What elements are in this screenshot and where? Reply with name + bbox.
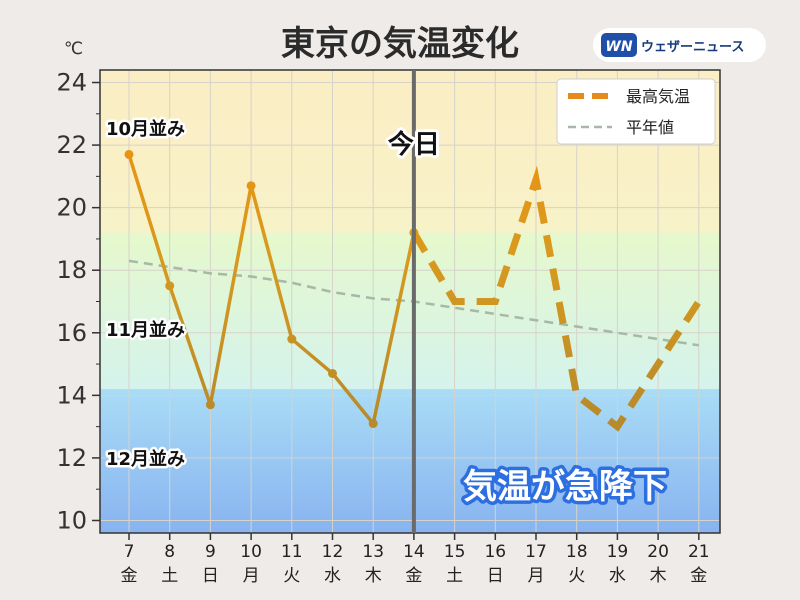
y-tick-label: 18 (56, 256, 87, 284)
y-tick-label: 10 (56, 506, 87, 534)
brand-mark-icon (601, 33, 637, 57)
band-label: 12月並み (106, 448, 185, 470)
y-tick-label: 22 (56, 131, 87, 159)
x-tick-label-day: 10 (240, 542, 262, 562)
x-tick-label-day: 21 (688, 542, 710, 562)
legend-max-label: 最高気温 (626, 87, 690, 106)
series-max-forecast-line (410, 165, 702, 432)
x-tick-label-day: 14 (403, 542, 425, 562)
y-tick-label: 24 (56, 69, 87, 97)
x-tick-label-weekday: 月 (243, 566, 260, 586)
data-point (124, 149, 134, 159)
x-tick-label-weekday: 月 (528, 566, 545, 586)
x-tick-label-weekday: 水 (324, 566, 341, 586)
series-max-observed-line (127, 153, 416, 426)
x-tick-label-weekday: 金 (690, 566, 707, 586)
brand-mark-text: WN (605, 39, 632, 55)
x-tick-label-weekday: 水 (609, 566, 626, 586)
x-tick-label-weekday: 日 (487, 566, 504, 586)
x-tick-label-weekday: 火 (568, 566, 585, 586)
x-tick-label-weekday: 木 (365, 566, 382, 586)
y-tick-label: 12 (56, 444, 87, 472)
x-tick-label-day: 15 (444, 542, 466, 562)
x-tick-label-day: 11 (281, 542, 303, 562)
x-tick-label-weekday: 土 (161, 566, 178, 586)
plot-area: 10 12 14 16 18 20 22 24 7 金 8 土 9 日 10 月 11 火 12 水 13 木 14 金 15 土… (56, 69, 721, 586)
legend-normal-label: 平年値 (626, 118, 674, 137)
x-tick-label-day: 20 (647, 542, 669, 562)
brand-logo: WN ウェザーニュース (593, 28, 766, 62)
x-tick-label-day: 18 (566, 542, 588, 562)
x-tick-label-day: 8 (164, 542, 175, 562)
x-tick-label-day: 9 (205, 542, 216, 562)
data-point (328, 368, 337, 378)
y-axis-unit: ℃ (64, 39, 83, 59)
x-tick-label-day: 19 (607, 542, 629, 562)
x-tick-label-day: 17 (525, 542, 547, 562)
data-point (368, 419, 378, 429)
x-tick-label-weekday: 金 (121, 566, 138, 586)
x-tick-label-weekday: 土 (446, 566, 463, 586)
data-point (287, 334, 297, 344)
band-label: 11月並み (106, 319, 185, 341)
band-label: 10月並み (106, 118, 185, 140)
y-tick-label: 16 (56, 319, 87, 347)
x-tick-label-weekday: 金 (405, 566, 422, 586)
x-tick-label-day: 16 (484, 542, 506, 562)
grid-lines (100, 70, 720, 533)
x-tick-label-day: 12 (322, 542, 344, 562)
x-tick-label-day: 7 (124, 542, 135, 562)
brand-name: ウェザーニュース (641, 40, 744, 55)
data-point (246, 181, 256, 191)
y-tick-label: 20 (56, 194, 87, 222)
x-tick-label-weekday: 火 (283, 566, 300, 586)
today-label: 今日 (388, 129, 440, 160)
annotation-text: 気温が急降下 (463, 467, 667, 507)
data-point (165, 281, 175, 291)
x-tick-label-weekday: 日 (202, 566, 219, 586)
chart-title: 東京の気温変化 (281, 24, 519, 64)
x-tick-label-day: 13 (362, 542, 384, 562)
x-tick-label-weekday: 木 (650, 566, 667, 586)
band-3 (100, 389, 720, 533)
data-point (205, 400, 215, 410)
y-tick-label: 14 (56, 381, 87, 409)
